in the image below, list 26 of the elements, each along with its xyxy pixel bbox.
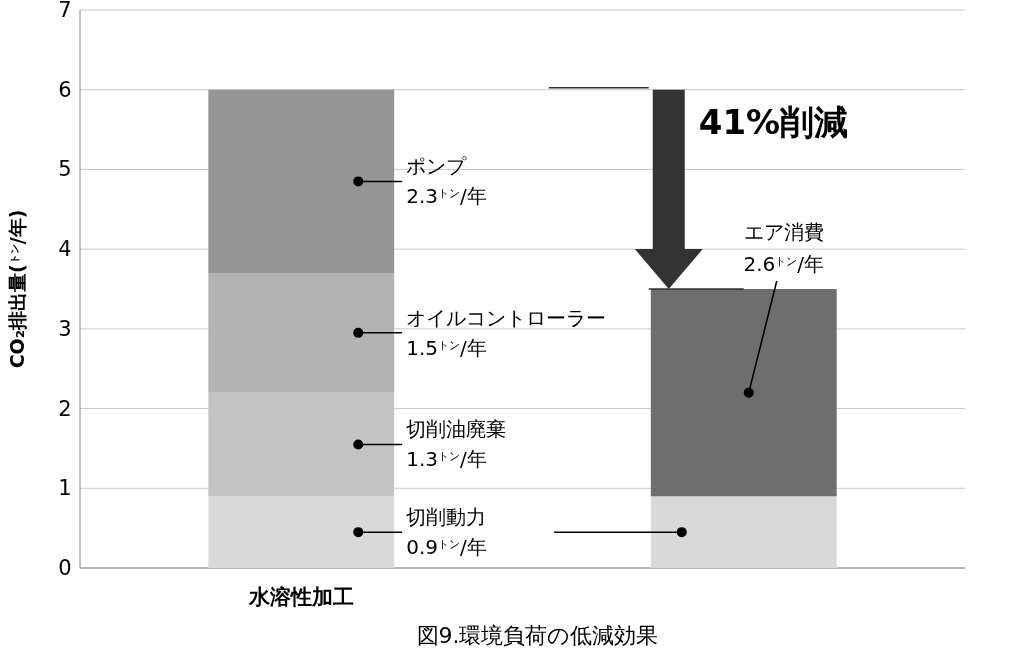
series-label: オイルコントローラー <box>406 305 607 330</box>
y-tick-label: 5 <box>58 157 72 182</box>
x-tick-label: 水溶性加工 <box>247 585 354 609</box>
y-tick-label: 3 <box>58 316 72 341</box>
y-tick-label: 1 <box>58 476 72 501</box>
annotation: 41%削減 <box>698 102 849 143</box>
y-tick-label: 7 <box>58 0 72 22</box>
series-label: 切削動力 <box>406 505 487 530</box>
data-label: 0.9$^{トン}$/年 <box>406 535 487 560</box>
text: エア消費 <box>743 220 824 244</box>
y-tick-label: 6 <box>58 77 72 102</box>
bar <box>208 496 395 568</box>
data-label: 1.5$^{トン}$/年 <box>406 335 487 360</box>
bar <box>208 273 395 393</box>
series-label: 切削油廃棄 <box>406 417 507 442</box>
data-label: 1.3$^{トン}$/年 <box>406 447 487 472</box>
data-label: 2.3$^{トン}$/年 <box>406 184 487 209</box>
series-label: ポンプ <box>406 154 468 179</box>
data-label: 2.6$^{トン}$/年 <box>743 252 825 276</box>
y-tick-label: 0 <box>58 556 72 580</box>
bar <box>650 289 837 497</box>
y-tick-label: 2 <box>58 396 72 421</box>
y-tick-label: 4 <box>58 237 72 262</box>
caption: 図9.環境負荷の低減効果 <box>416 623 659 648</box>
bar <box>208 89 395 274</box>
bar <box>650 496 837 568</box>
